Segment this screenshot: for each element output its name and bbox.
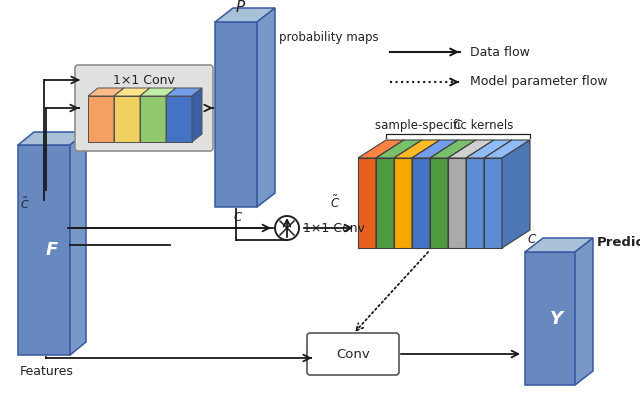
Polygon shape [114,96,140,142]
Polygon shape [18,132,86,145]
Text: $\tilde{C}$: $\tilde{C}$ [20,196,29,211]
Text: $C$: $C$ [233,211,243,224]
Polygon shape [166,88,176,142]
Polygon shape [140,96,166,142]
Polygon shape [114,88,150,96]
Polygon shape [412,158,430,248]
Polygon shape [466,140,494,248]
Polygon shape [376,158,394,248]
Text: $C$: $C$ [453,119,463,132]
Polygon shape [448,140,476,248]
Polygon shape [18,145,70,355]
Text: F: F [46,241,58,259]
Polygon shape [358,140,404,158]
Text: 1×1 Conv: 1×1 Conv [303,222,365,234]
Polygon shape [502,140,530,248]
Polygon shape [412,140,458,158]
Text: Model parameter flow: Model parameter flow [470,76,607,88]
Polygon shape [215,8,275,22]
Polygon shape [376,140,422,158]
Text: Y: Y [550,310,563,327]
Text: Predictions: Predictions [597,235,640,249]
Polygon shape [70,132,86,355]
FancyBboxPatch shape [307,333,399,375]
Polygon shape [88,88,124,96]
Polygon shape [394,140,422,248]
Polygon shape [215,22,257,207]
Polygon shape [448,140,494,158]
Text: Conv: Conv [336,347,370,361]
Polygon shape [484,140,530,158]
Polygon shape [466,158,484,248]
Text: $C$: $C$ [527,233,537,246]
Circle shape [275,216,299,240]
Polygon shape [358,158,376,248]
Polygon shape [430,140,458,248]
Polygon shape [88,96,114,142]
Text: P: P [236,0,244,15]
Polygon shape [525,238,593,252]
Polygon shape [394,140,440,158]
Polygon shape [114,88,124,142]
Polygon shape [466,140,512,158]
Polygon shape [140,88,150,142]
Polygon shape [376,140,404,248]
Polygon shape [430,140,476,158]
Polygon shape [575,238,593,385]
Text: Data flow: Data flow [470,46,530,59]
Polygon shape [484,158,502,248]
Polygon shape [448,158,466,248]
Polygon shape [166,88,202,96]
Polygon shape [166,96,192,142]
Polygon shape [140,88,176,96]
Polygon shape [484,140,512,248]
Polygon shape [257,8,275,207]
Text: 1×1 Conv: 1×1 Conv [113,73,175,86]
Text: probability maps: probability maps [279,30,379,44]
FancyBboxPatch shape [75,65,213,151]
Text: sample-specific kernels: sample-specific kernels [375,120,513,132]
Polygon shape [192,88,202,142]
Polygon shape [430,158,448,248]
Text: $\tilde{C}$: $\tilde{C}$ [330,195,340,211]
Text: Features: Features [20,365,74,378]
Polygon shape [525,252,575,385]
Polygon shape [394,158,412,248]
Polygon shape [412,140,440,248]
